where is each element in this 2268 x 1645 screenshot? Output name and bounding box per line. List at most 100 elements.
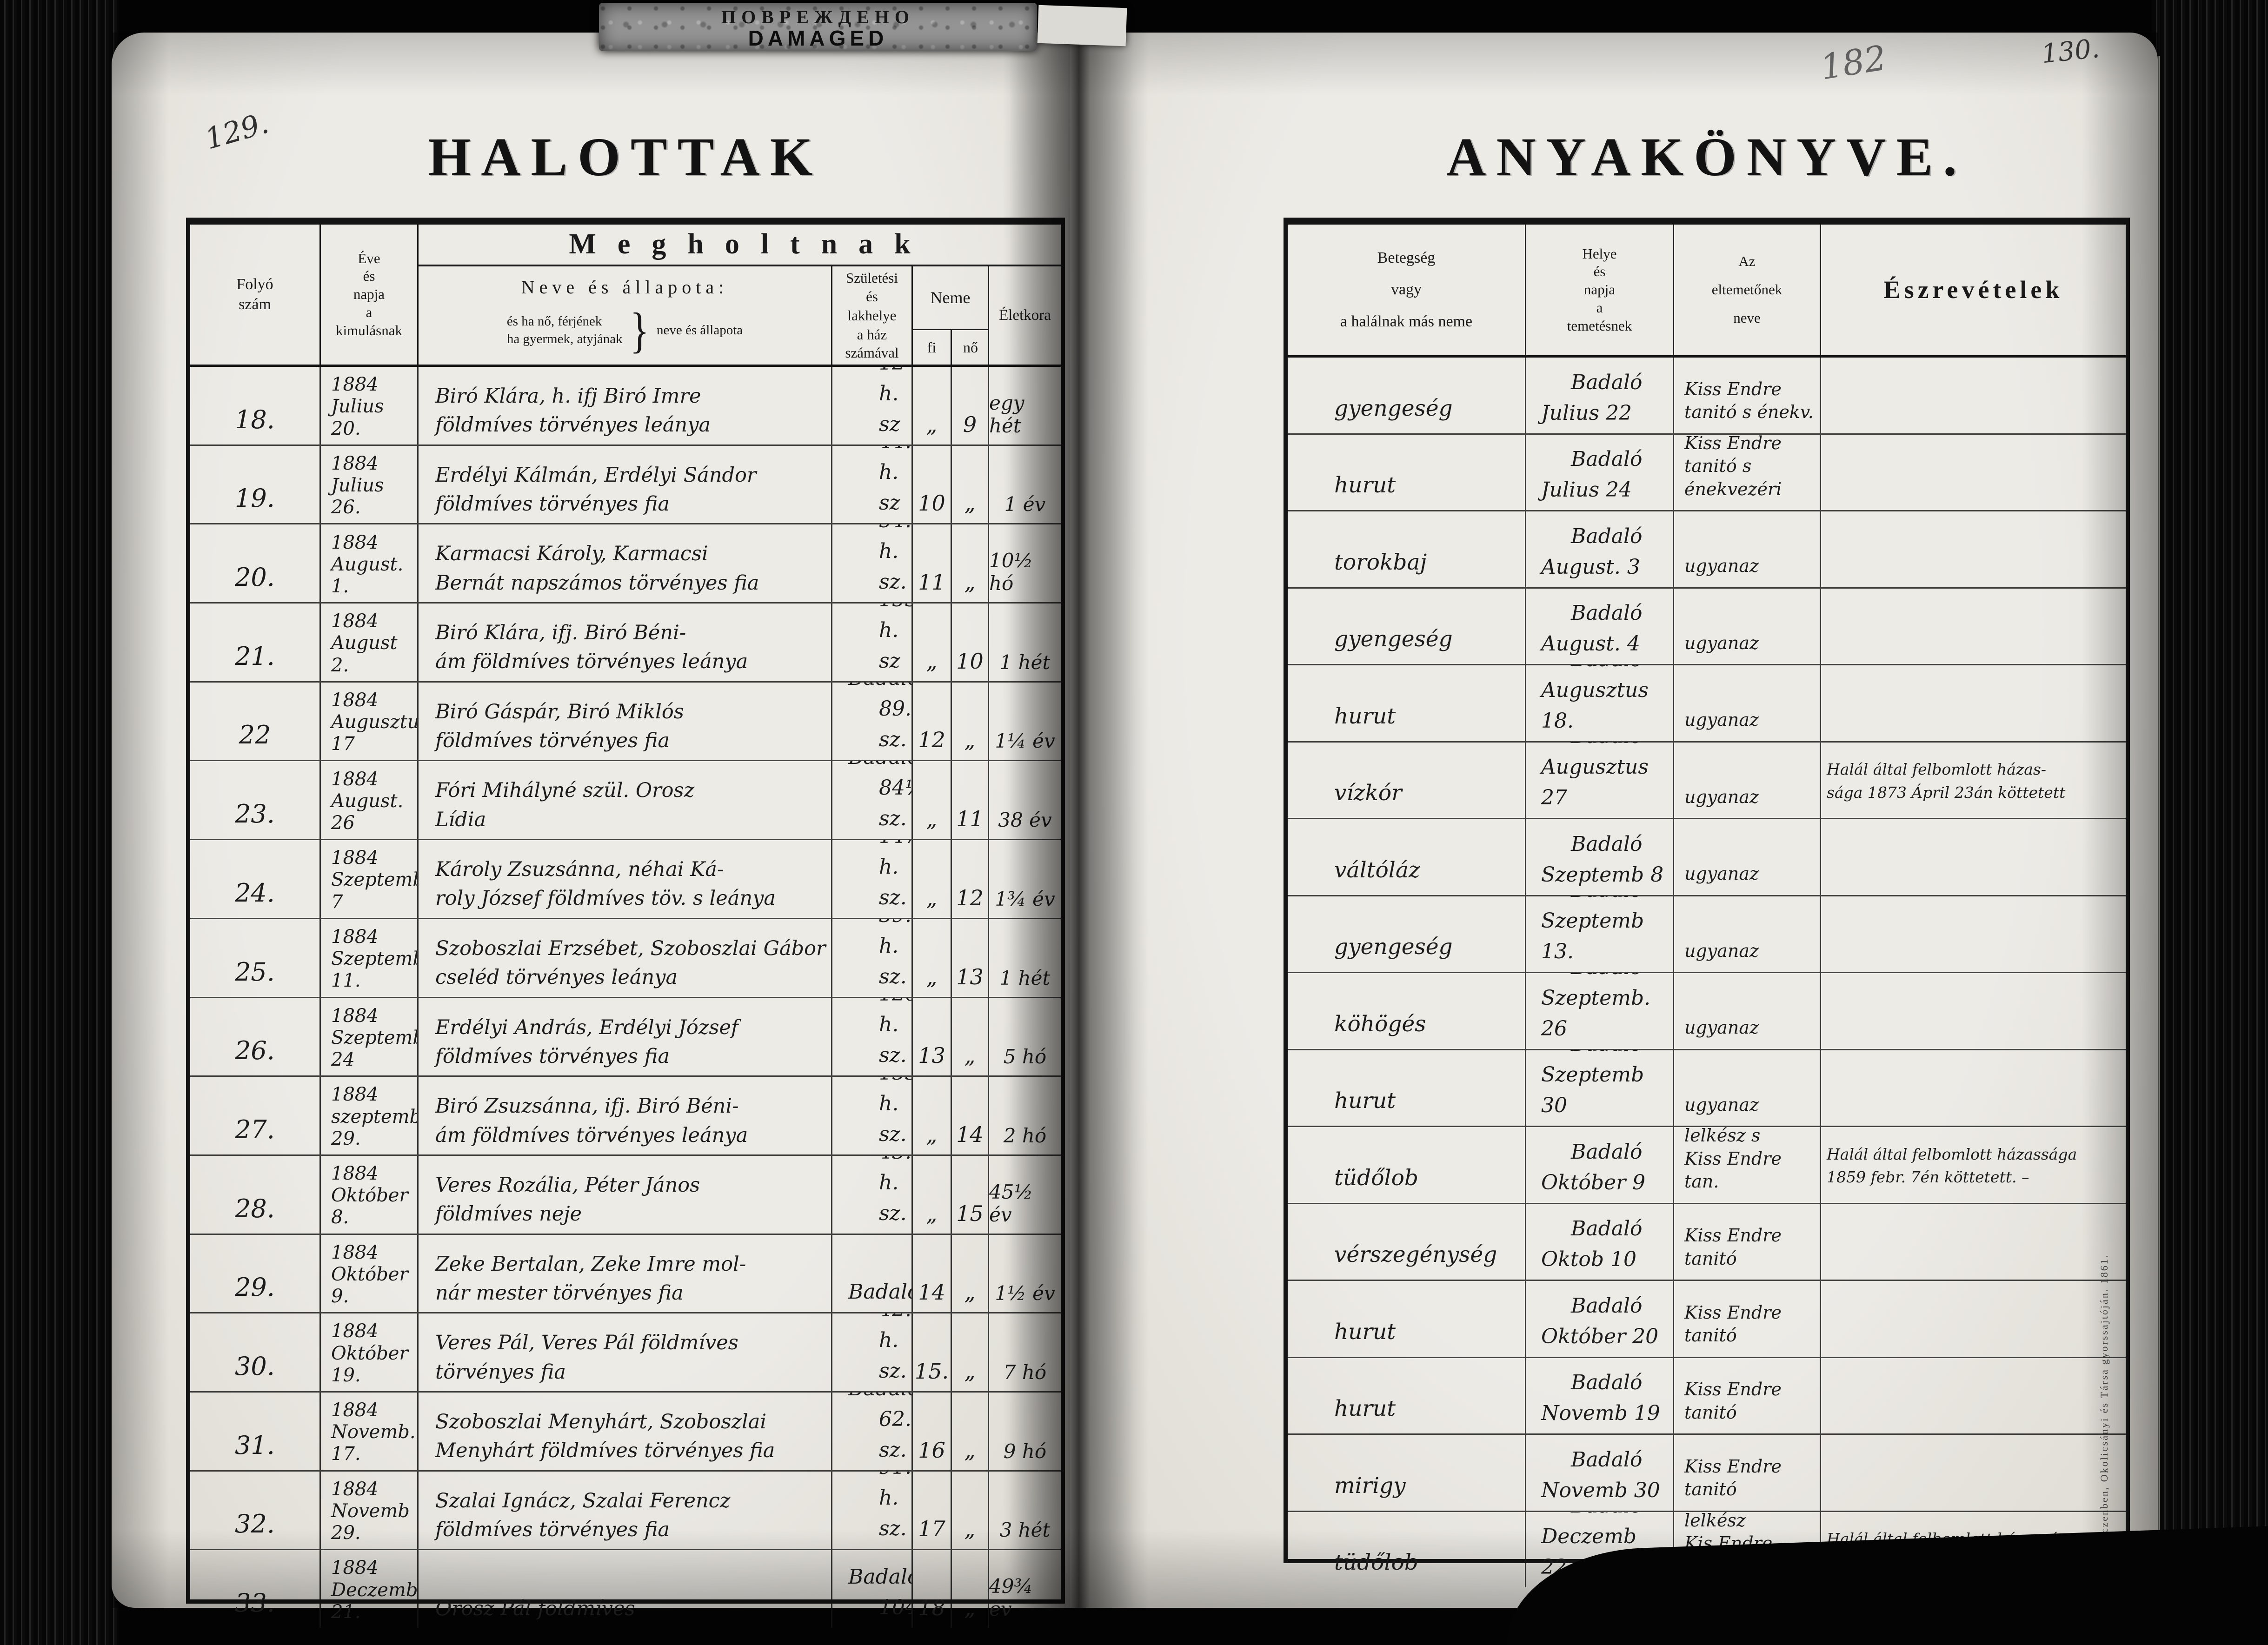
death-year: 1884 xyxy=(331,1478,379,1500)
age: 1 hét xyxy=(999,966,1051,989)
cause-of-death: hurut xyxy=(1288,665,1526,741)
burier-name: Zámbory Béla lelkész s Kiss Endre tan. xyxy=(1674,1127,1821,1203)
death-day: 20. xyxy=(331,418,361,439)
death-date: 1884 Szeptemb 24 xyxy=(321,998,419,1076)
cause-of-death: tüdőlob xyxy=(1288,1512,1526,1587)
death-month: Novemb. xyxy=(331,1421,416,1443)
cause-of-death: hurut xyxy=(1288,1281,1526,1357)
neme-subcolumns: fi nő xyxy=(913,329,988,365)
death-year: 1884 xyxy=(331,452,379,474)
death-year: 1884 xyxy=(331,847,379,869)
burier-name: ugyanaz xyxy=(1674,665,1821,741)
age: 45½ év xyxy=(989,1180,1033,1226)
gender-male: „ xyxy=(913,367,952,444)
burial-place-date: Badaló August. 3 xyxy=(1526,511,1674,587)
table-row: gyengeség Badaló Julius 22 Kiss Endre ta… xyxy=(1288,358,2126,435)
age: 1½ év xyxy=(995,1282,1055,1305)
age: 38 év xyxy=(998,809,1052,832)
burial-place-date: Badaló Szeptemb 13. xyxy=(1526,896,1674,972)
gender-female: „ xyxy=(952,1234,989,1313)
age: 3 hét xyxy=(999,1519,1051,1542)
deceased-name: Orosz Pál földmíves xyxy=(419,1550,832,1628)
death-month: Szeptemb xyxy=(331,1027,419,1048)
row-number: 19. xyxy=(190,445,321,524)
megholtnak-title: Megholtnak xyxy=(419,225,1061,266)
table-row: 32. 1884 Novemb 29. Szalai Ignácz, Szala… xyxy=(190,1471,1061,1551)
burial-place-date: Badaló Novemb 19 xyxy=(1526,1358,1674,1433)
death-day: 9. xyxy=(331,1286,349,1307)
remarks xyxy=(1821,1050,2126,1126)
burial-place-date: Badaló Deczemb 22. xyxy=(1526,1512,1674,1587)
age: 1¾ év xyxy=(995,887,1055,910)
table-row: 30. 1884 Október 19. Veres Pál, Veres Pá… xyxy=(190,1313,1061,1393)
death-month: Deczemb xyxy=(331,1579,418,1601)
gender-male: 14 xyxy=(913,1234,952,1313)
left-page-title: HALOTTAK xyxy=(428,126,823,187)
deaths-table: Folyó szám Éve és napja a kimulásnak Meg… xyxy=(186,218,1065,1628)
row-number: 28. xyxy=(190,1155,321,1234)
burial-place-date: Badaló Október 20 xyxy=(1526,1281,1674,1357)
damaged-stamp: ПОВРЕЖДЕНО DAMAGED xyxy=(599,3,1037,51)
right-page-title: ANYAKÖNYVE. xyxy=(1446,126,1967,187)
death-year: 1884 xyxy=(331,1557,379,1579)
table-row: 28. 1884 Október 8. Veres Rozália, Péter… xyxy=(190,1155,1061,1235)
remarks xyxy=(1821,1435,2126,1511)
table-row: vízkór Badaló Augusztus 27 ugyanaz xyxy=(1288,742,2126,819)
cause-of-death: vérszegénység xyxy=(1288,1204,1526,1280)
table-row: hurut Badaló Novemb 19 Kiss Endre tanitó xyxy=(1288,1358,2126,1435)
death-year: 1884 xyxy=(331,1163,379,1184)
cause-of-death: váltóláz xyxy=(1288,819,1526,895)
deceased-name: Szoboszlai Menyhárt, Szoboszlai Menyhárt… xyxy=(419,1392,832,1470)
cause-of-death: tüdőlob xyxy=(1288,1127,1526,1203)
age: egy hét xyxy=(989,391,1024,437)
cause-of-death: gyengeség xyxy=(1288,896,1526,972)
remarks xyxy=(1821,1281,2126,1357)
gender-female: 12 xyxy=(952,840,989,918)
deceased-name: Fóri Mihályné szül. Orosz Lídia xyxy=(419,761,832,839)
death-date: 1884 Julius 20. xyxy=(321,367,419,444)
burial-place-date: Badaló Augusztus 27 xyxy=(1526,742,1674,818)
table-row: gyengeség Badaló August. 4 ugyanaz xyxy=(1288,588,2126,665)
cause-of-death: hurut xyxy=(1288,434,1526,510)
age: 49¾ év xyxy=(989,1575,1033,1620)
remarks xyxy=(1821,1204,2126,1280)
table-row: 23. 1884 August. 26 Fóri Mihályné szül. … xyxy=(190,761,1061,841)
burials-table-header: Betegség vagy a halálnak más neme Helye … xyxy=(1288,225,2126,358)
gender-female: 13 xyxy=(952,919,989,997)
death-day: 26 xyxy=(331,812,355,834)
table-row: hurut Badaló Szeptemb 30 ugyanaz xyxy=(1288,1050,2126,1127)
death-date: 1884 szeptemb 29. xyxy=(321,1077,419,1154)
deceased-name: Biró Klára, h. ifj Biró Imre földmíves t… xyxy=(419,367,832,444)
scan-top-band xyxy=(0,0,2268,36)
remarks xyxy=(1821,819,2126,895)
gender-male: „ xyxy=(913,604,952,681)
age: 9 hó xyxy=(1003,1439,1047,1463)
col-header-betegseg: Betegség vagy a halálnak más neme xyxy=(1288,225,1526,355)
row-number: 27. xyxy=(190,1077,321,1154)
burier-name: ugyanaz xyxy=(1674,588,1821,664)
cause-of-death: torokbaj xyxy=(1288,511,1526,587)
death-date: 1884 Deczemb 21. xyxy=(321,1550,419,1628)
burier-name: Kiss Endre tanitó s énekv. xyxy=(1674,358,1821,433)
death-date: 1884 Szeptemb. 7 xyxy=(321,840,419,918)
age: 7 hó xyxy=(1003,1360,1047,1384)
death-year: 1884 xyxy=(331,1084,379,1106)
table-row: 24. 1884 Szeptemb. 7 Károly Zsuzsánna, n… xyxy=(190,840,1061,919)
death-year: 1884 xyxy=(331,689,379,711)
row-number: 32. xyxy=(190,1471,321,1549)
row-number: 26. xyxy=(190,998,321,1076)
death-month: Julius xyxy=(331,475,384,496)
burial-place-date: Badaló Szeptemb 30 xyxy=(1526,1050,1674,1126)
cause-of-death: gyengeség xyxy=(1288,358,1526,433)
table-row: gyengeség Badaló Szeptemb 13. ugyanaz xyxy=(1288,896,2126,973)
cause-of-death: köhögés xyxy=(1288,973,1526,1049)
burier-name: ugyanaz xyxy=(1674,973,1821,1049)
death-month: Novemb xyxy=(331,1500,410,1522)
right-page: 182 130. ANYAKÖNYVE. Betegség vagy a hal… xyxy=(1070,33,2158,1608)
death-year: 1884 xyxy=(331,1400,379,1421)
remarks xyxy=(1821,435,2126,511)
death-day: 2. xyxy=(331,654,349,676)
remarks: Halál által felbomlott házassága 1859 fe… xyxy=(1827,1145,2077,1187)
age: 10½ hó xyxy=(989,549,1033,595)
